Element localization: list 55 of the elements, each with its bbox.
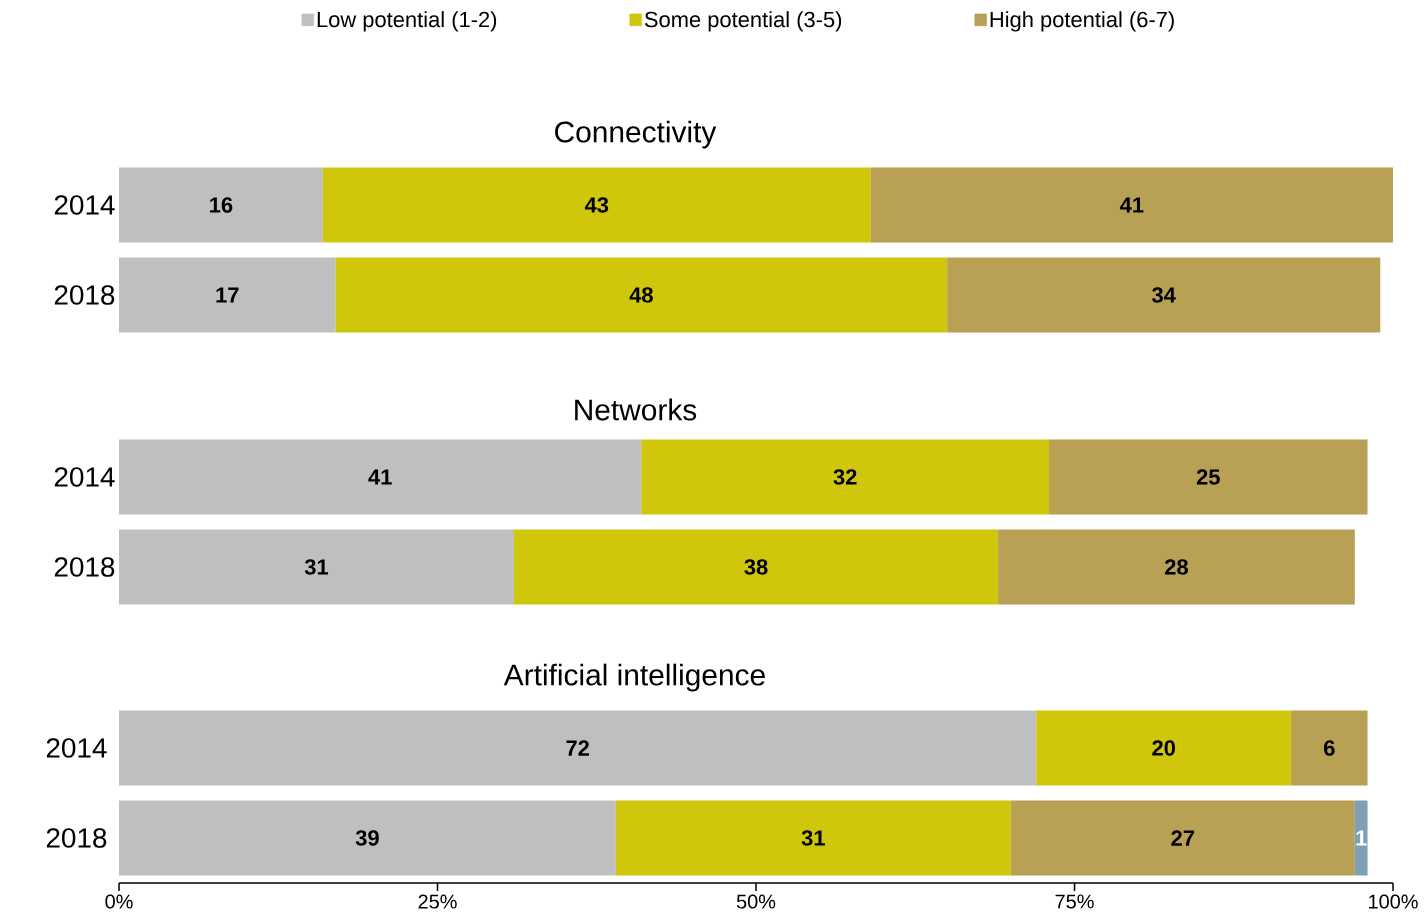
data-label: 1 <box>1356 830 1367 846</box>
x-tick-label: 50% <box>736 894 776 909</box>
data-label: 31 <box>304 559 329 575</box>
bar <box>119 710 1037 786</box>
bar <box>119 529 514 605</box>
data-label: 39 <box>355 830 379 846</box>
data-label: 20 <box>1152 740 1175 756</box>
bar <box>1291 710 1368 786</box>
chart-title: Connectivity <box>555 120 717 149</box>
data-label: 17 <box>216 287 239 303</box>
data-label: 16 <box>210 197 233 213</box>
data-label: 41 <box>1119 197 1144 213</box>
bar <box>1010 800 1355 876</box>
bar <box>119 800 616 876</box>
bar <box>641 439 1050 515</box>
bar <box>119 167 323 243</box>
bar <box>1036 710 1292 786</box>
bar <box>322 167 871 243</box>
x-tick-label: 0% <box>105 894 133 909</box>
data-label: 28 <box>1165 559 1188 575</box>
chart-title: Artificial intelligence <box>503 663 765 692</box>
data-label: 38 <box>744 559 768 575</box>
bar <box>119 439 642 515</box>
bar <box>119 257 336 333</box>
data-label: 32 <box>833 469 857 485</box>
bar <box>615 800 1011 876</box>
data-label: 6 <box>1324 740 1335 756</box>
y-tick-label: 2018 <box>46 828 107 848</box>
y-tick-label: 2014 <box>54 467 115 487</box>
bar <box>1049 439 1368 515</box>
legend-label: High potential (6-7) <box>990 11 1174 32</box>
y-tick-label: 2018 <box>54 285 115 305</box>
x-tick-label: 25% <box>418 894 457 909</box>
bar <box>947 257 1381 333</box>
data-label: 31 <box>801 830 825 846</box>
bar <box>513 529 999 605</box>
x-tick-label: 100% <box>1369 894 1418 909</box>
legend-label: Low potential (1-2) <box>317 11 497 32</box>
data-label: 25 <box>1196 469 1220 485</box>
y-tick-label: 2014 <box>54 195 115 215</box>
bar <box>1354 800 1368 876</box>
legend-label: Some potential (3-5) <box>644 11 842 32</box>
data-label: 72 <box>566 740 589 756</box>
y-tick-label: 2014 <box>46 738 107 758</box>
bar <box>335 257 948 333</box>
data-label: 48 <box>629 287 653 303</box>
data-label: 43 <box>584 197 609 213</box>
bar <box>870 167 1394 243</box>
y-tick-label: 2018 <box>54 557 115 577</box>
bar <box>998 529 1355 605</box>
data-label: 41 <box>368 469 392 485</box>
data-label: 34 <box>1152 287 1176 303</box>
data-label: 27 <box>1171 830 1195 846</box>
x-tick-label: 75% <box>1055 894 1094 909</box>
chart-title: Networks <box>575 398 697 421</box>
